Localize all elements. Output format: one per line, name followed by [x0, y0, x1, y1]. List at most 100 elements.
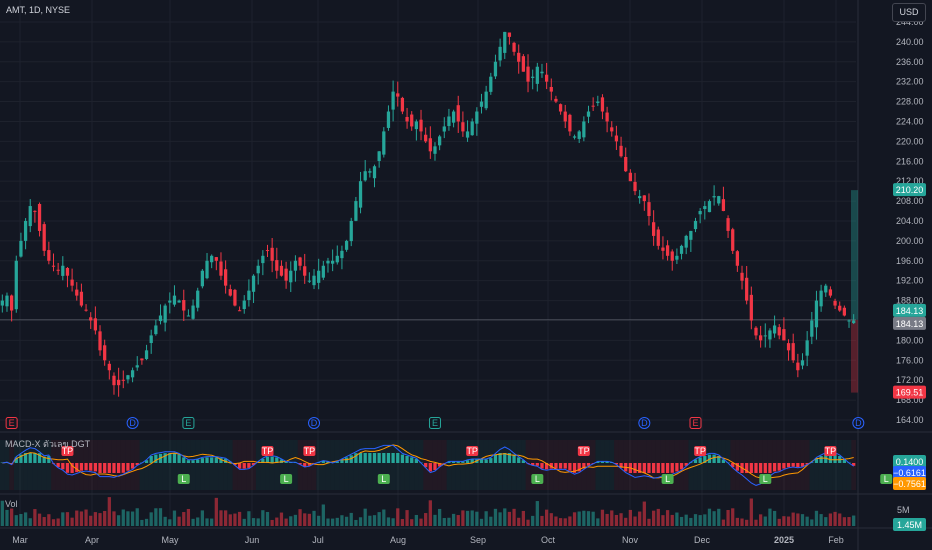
macd-histogram-bar: [563, 463, 567, 469]
volume-bar: [117, 515, 121, 526]
macd-zone: [330, 440, 335, 490]
macd-zone: [158, 440, 163, 490]
macd-hist-value: [893, 455, 926, 468]
macd-zone: [381, 440, 387, 490]
macd-histogram-bar: [126, 463, 130, 471]
volume-last-value-text: 1.45M: [897, 520, 922, 530]
candle-body: [256, 265, 260, 274]
candle-body: [824, 285, 828, 293]
volume-bar: [838, 513, 842, 526]
event-dividend-icon: [308, 417, 321, 429]
candle-body: [707, 201, 712, 213]
macd-signal-label: L: [284, 474, 289, 484]
macd-histogram-bar: [577, 463, 581, 472]
macd-zone: [493, 440, 498, 490]
volume-bar: [121, 509, 125, 526]
macd-histogram-bar: [410, 457, 414, 463]
volume-bar: [800, 514, 805, 526]
candle-body: [233, 289, 237, 306]
candle-body: [228, 289, 232, 296]
event-dividend-icon: [126, 417, 139, 429]
volume-bar: [158, 508, 163, 526]
macd-histogram-bar: [103, 463, 107, 473]
candle-body: [698, 211, 702, 215]
volume-bar: [549, 513, 553, 526]
currency-button[interactable]: USD: [892, 3, 926, 22]
macd-zone: [27, 440, 33, 490]
price-tick-label: 232.00: [896, 77, 924, 87]
candle-body: [624, 156, 628, 172]
candle-body: [103, 345, 107, 361]
position-target-zone: [851, 190, 858, 320]
volume-bar: [438, 508, 442, 526]
macd-long-marker: [759, 474, 772, 484]
volume-bar: [182, 512, 186, 526]
macd-indicator-label[interactable]: MACD-X ตัวเลข DGT: [5, 439, 91, 449]
macd-histogram-bar: [237, 463, 242, 469]
volume-bar: [28, 518, 32, 526]
macd-histogram-bar: [721, 459, 726, 463]
volume-bar: [498, 512, 502, 526]
volume-bar: [484, 511, 488, 526]
macd-histogram-bar: [507, 453, 512, 463]
candle-body: [540, 71, 544, 74]
volume-bar: [33, 509, 37, 526]
volume-bar: [228, 514, 232, 526]
volume-bar: [610, 510, 614, 526]
candle-body: [652, 222, 656, 236]
volume-bar: [796, 513, 800, 526]
volume-bar: [526, 519, 530, 526]
macd-histogram-bar: [70, 463, 74, 473]
position-stop-zone: [851, 319, 858, 393]
volume-bar: [507, 511, 512, 526]
macd-histogram-bar: [512, 454, 516, 463]
macd-histogram-bar: [121, 463, 125, 473]
candle-body: [563, 111, 567, 122]
macd-zone: [274, 440, 280, 490]
volume-bar: [42, 517, 46, 526]
time-tick-label: Jun: [245, 535, 260, 545]
volume-bar: [633, 516, 637, 526]
event-label: E: [692, 418, 698, 428]
candle-body: [377, 151, 381, 162]
volume-bar: [56, 518, 60, 526]
candle-body: [247, 290, 251, 300]
candle-body: [568, 114, 572, 132]
macd-histogram-bar: [424, 463, 428, 468]
candle-body: [759, 335, 763, 341]
volume-bar: [624, 517, 628, 526]
macd-zone: [325, 440, 331, 490]
macd-signal-label: L: [381, 474, 386, 484]
macd-zone: [367, 440, 373, 490]
macd-zone: [469, 440, 475, 490]
macd-zone: [418, 440, 424, 490]
price-tick-label: 176.00: [896, 355, 924, 365]
candle-body: [261, 255, 265, 264]
volume-bar: [307, 513, 311, 526]
macd-zone: [195, 440, 201, 490]
volume-bar: [321, 504, 325, 526]
volume-bar: [763, 516, 767, 526]
price-tick-label: 216.00: [896, 156, 924, 166]
volume-bar: [265, 511, 270, 526]
candle-body: [37, 204, 42, 231]
macd-zone: [507, 440, 512, 490]
macd-zone: [823, 440, 829, 490]
macd-histogram-bar: [619, 463, 623, 468]
candle-body: [600, 97, 605, 112]
time-tick-label: Sep: [470, 535, 486, 545]
volume-bar: [442, 517, 446, 526]
volume-bar: [251, 518, 256, 526]
macd-histogram-bar: [456, 461, 460, 463]
price-tick-label: 208.00: [896, 196, 924, 206]
macd-histogram-bar: [37, 453, 42, 463]
volume-indicator-label[interactable]: Vol: [5, 499, 18, 509]
macd-zone: [288, 440, 294, 490]
macd-zone: [511, 440, 517, 490]
volume-bar: [140, 519, 144, 526]
macd-histogram-bar: [75, 463, 79, 473]
macd-histogram-bar: [28, 453, 32, 463]
candle-body: [354, 201, 358, 221]
volume-bar: [93, 512, 97, 526]
